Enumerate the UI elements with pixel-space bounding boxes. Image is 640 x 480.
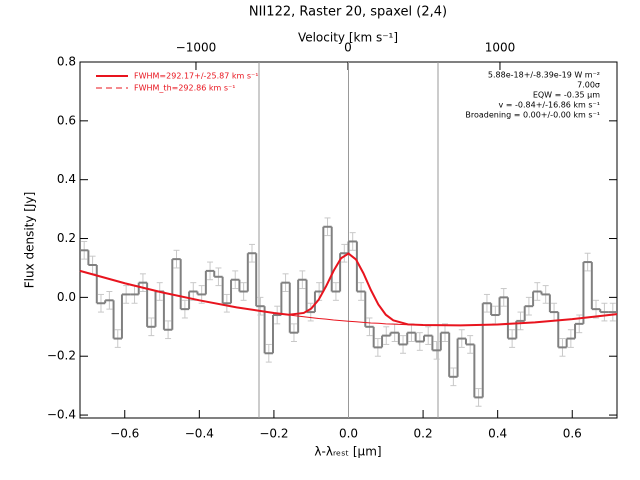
x2-axis-label: Velocity [km s⁻¹] xyxy=(298,31,398,45)
x-axis-label: λ-λᵣₑₛₜ [μm] xyxy=(314,445,381,459)
annotation: v = -0.84+/-16.86 km s⁻¹ xyxy=(498,101,600,110)
x-tick-label: 0.0 xyxy=(339,427,358,441)
y-tick-label: 0.4 xyxy=(57,172,76,186)
annotation: 5.88e-18+/-8.39e-19 W m⁻² xyxy=(488,71,600,80)
annotation: EQW = -0.35 μm xyxy=(533,91,600,100)
y-tick-label: 0.8 xyxy=(57,55,76,69)
annotation: Broadening = 0.00+/-0.00 km s⁻¹ xyxy=(465,111,600,120)
legend-label: FWHM_th=292.86 km s⁻¹ xyxy=(134,84,235,93)
x2-tick-label: 1000 xyxy=(485,41,516,55)
y-tick-label: −0.4 xyxy=(47,408,76,422)
y-axis-label: Flux density [Jy] xyxy=(23,192,37,289)
y-tick-label: −0.2 xyxy=(47,349,76,363)
y-tick-label: 0.2 xyxy=(57,231,76,245)
legend-label: FWHM=292.17+/-25.87 km s⁻¹ xyxy=(134,72,258,81)
chart-title: NII122, Raster 20, spaxel (2,4) xyxy=(249,5,447,20)
x-tick-label: −0.6 xyxy=(110,427,139,441)
y-tick-label: 0.6 xyxy=(57,113,76,127)
annotation: 7.00σ xyxy=(577,81,600,90)
x-tick-label: 0.6 xyxy=(563,427,582,441)
x-tick-label: 0.2 xyxy=(414,427,433,441)
x2-tick-label: 0 xyxy=(344,41,352,55)
fit-line xyxy=(79,252,618,327)
x-tick-label: 0.4 xyxy=(488,427,507,441)
x-tick-label: −0.4 xyxy=(185,427,214,441)
y-tick-label: 0.0 xyxy=(57,290,76,304)
x-tick-label: −0.2 xyxy=(259,427,288,441)
x2-tick-label: −1000 xyxy=(176,41,217,55)
